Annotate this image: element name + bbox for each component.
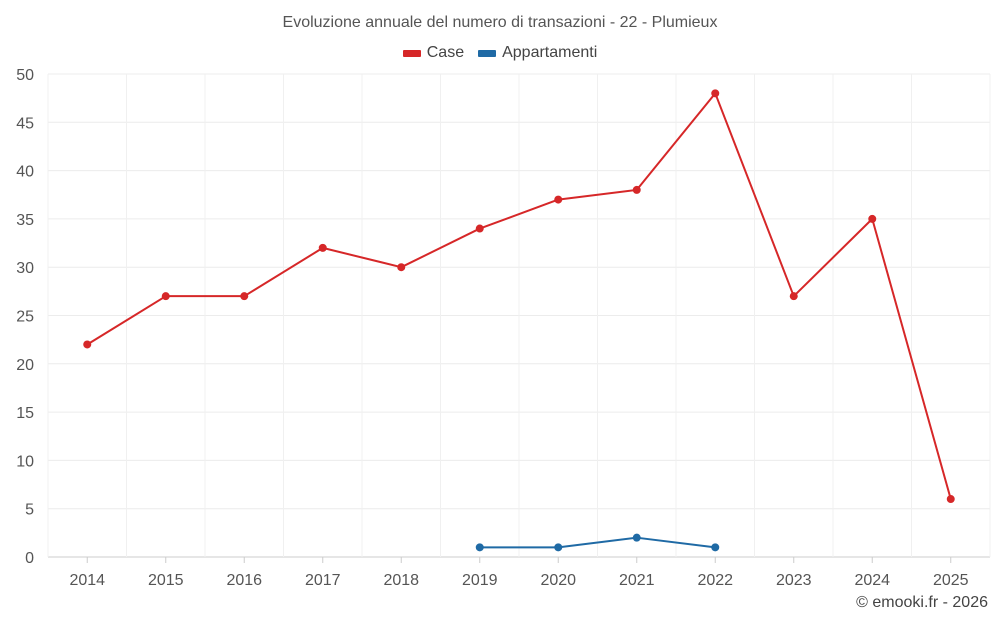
y-tick-label: 40 (16, 164, 34, 181)
data-point-case-2020[interactable] (554, 195, 563, 204)
x-tick-label-2022: 2022 (697, 572, 733, 589)
legend-swatch-appartamenti (478, 49, 497, 57)
y-tick-label: 25 (16, 309, 34, 326)
x-tick-label-2023: 2023 (776, 572, 812, 589)
x-tick-label-2016: 2016 (226, 572, 262, 589)
data-point-case-2025[interactable] (946, 495, 955, 504)
y-tick-label: 10 (16, 453, 34, 470)
x-tick-label-2018: 2018 (383, 572, 419, 589)
y-tick-label: 35 (16, 212, 34, 229)
x-tick-label-2024: 2024 (854, 572, 890, 589)
x-tick-label-2017: 2017 (305, 572, 341, 589)
data-point-appartamenti-2019[interactable] (475, 543, 484, 552)
data-point-case-2024[interactable] (868, 214, 877, 223)
x-tick-label-2025: 2025 (933, 572, 969, 589)
legend-item-case[interactable]: Case (402, 44, 465, 62)
x-tick-label-2020: 2020 (540, 572, 576, 589)
x-tick-label-2021: 2021 (619, 572, 655, 589)
x-tick-label-2015: 2015 (148, 572, 184, 589)
x-tick-label-2014: 2014 (69, 572, 105, 589)
y-tick-label: 20 (16, 357, 34, 374)
x-tick-label-2019: 2019 (462, 572, 498, 589)
data-point-case-2021[interactable] (632, 185, 641, 194)
legend-label-appartamenti: Appartamenti (502, 44, 598, 61)
data-point-case-2022[interactable] (711, 89, 720, 98)
data-point-appartamenti-2020[interactable] (554, 543, 563, 552)
series-line-case (86, 92, 952, 500)
series-line-appartamenti (479, 536, 716, 549)
data-point-case-2023[interactable] (789, 292, 798, 301)
y-tick-label: 0 (25, 550, 34, 567)
data-point-case-2015[interactable] (161, 292, 170, 301)
grid (47, 73, 991, 558)
legend-swatch-case (402, 49, 421, 57)
y-tick-label: 30 (16, 260, 34, 277)
series-appartamenti (475, 533, 720, 552)
legend-item-appartamenti[interactable]: Appartamenti (478, 44, 597, 62)
data-point-case-2019[interactable] (475, 224, 484, 233)
y-tick-label: 5 (25, 502, 34, 519)
legend: Case Appartamenti (0, 44, 1000, 62)
data-point-case-2018[interactable] (397, 263, 406, 272)
data-point-appartamenti-2021[interactable] (632, 533, 641, 542)
legend-label-case: Case (426, 44, 465, 61)
copyright-text: © emooki.fr - 2026 (856, 594, 988, 611)
chart-title: Evoluzione annuale del numero di transaz… (282, 14, 718, 31)
data-point-case-2016[interactable] (240, 292, 249, 301)
data-point-case-2014[interactable] (83, 340, 92, 349)
y-tick-label: 45 (16, 115, 34, 132)
y-tick-label: 15 (16, 405, 34, 422)
data-point-appartamenti-2022[interactable] (711, 543, 720, 552)
series-case (83, 89, 955, 504)
series (83, 89, 955, 552)
y-tick-label: 50 (16, 67, 34, 84)
data-point-case-2017[interactable] (318, 243, 327, 252)
